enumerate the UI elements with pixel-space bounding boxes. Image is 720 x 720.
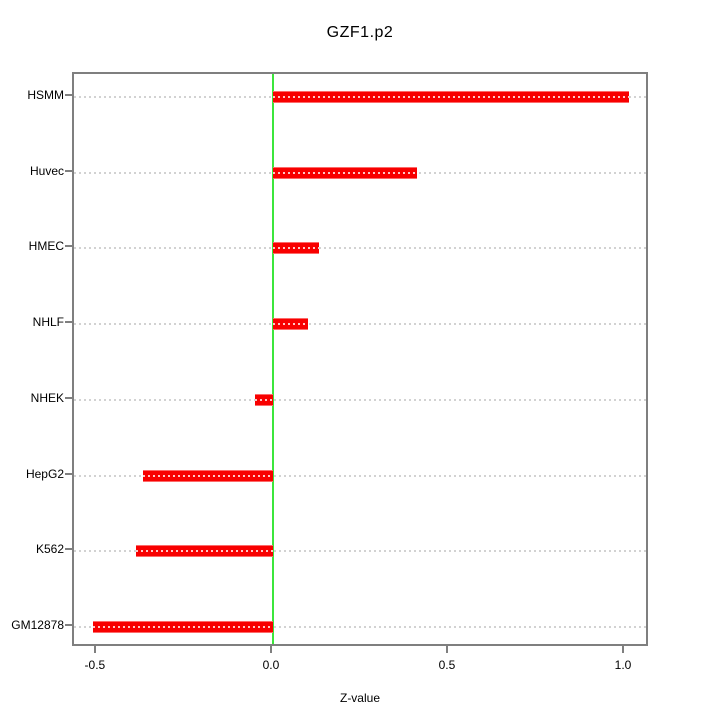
y-axis-label-hepg2: HepG2 — [25, 466, 64, 481]
bar-nhek — [255, 393, 273, 406]
bar-hsmm — [272, 91, 629, 103]
y-axis-label-k562: K562 — [35, 542, 64, 557]
bar-huvec — [272, 166, 418, 179]
gridline — [74, 550, 646, 553]
x-axis-tick — [269, 646, 272, 653]
y-axis-label-nhlf: NHLF — [32, 315, 64, 330]
y-axis-label-gm12878: GM12878 — [11, 618, 64, 632]
gridline — [74, 398, 646, 401]
y-axis-tick — [65, 472, 72, 475]
y-axis-tick — [65, 169, 72, 172]
bar-dot-pattern — [135, 550, 273, 553]
y-axis-label-hmec: HMEC — [28, 239, 64, 254]
x-axis-tick — [445, 646, 448, 653]
gridline — [74, 247, 646, 250]
x-axis-tick — [622, 646, 624, 653]
bar-dot-pattern — [272, 96, 629, 98]
x-axis-tick-label: -0.5 — [84, 658, 106, 672]
y-axis-tick — [65, 624, 72, 626]
y-axis-tick — [65, 321, 72, 324]
x-axis-tick-label: 0.5 — [438, 658, 456, 672]
bar-nhlf — [272, 318, 309, 331]
bar-dot-pattern — [142, 474, 273, 477]
zero-reference-line — [271, 74, 274, 644]
gridline — [74, 474, 646, 477]
x-axis-title: Z-value — [339, 691, 380, 705]
gridline — [74, 626, 646, 628]
bar-k562 — [135, 545, 273, 558]
x-axis-tick — [93, 646, 96, 653]
y-axis-tick — [65, 548, 72, 551]
bar-dot-pattern — [272, 247, 319, 250]
bar-dot-pattern — [272, 323, 309, 326]
bar-dot-pattern — [272, 171, 418, 174]
bar-dot-pattern — [255, 398, 273, 401]
gridline — [74, 323, 646, 326]
y-axis-tick — [65, 245, 72, 248]
plot-area — [72, 72, 648, 646]
bar-hepg2 — [142, 469, 273, 482]
y-axis-tick — [65, 94, 72, 96]
bar-dot-pattern — [93, 626, 273, 628]
y-axis-label-nhek: NHEK — [30, 390, 64, 405]
bar-gm12878 — [93, 621, 273, 633]
chart-title: GZF1.p2 — [326, 24, 394, 41]
y-axis-tick — [65, 396, 72, 399]
x-axis-tick-label: 0.0 — [262, 658, 280, 672]
y-axis-label-huvec: Huvec — [29, 163, 64, 178]
bar-hmec — [272, 242, 319, 255]
x-axis-tick-label: 1.0 — [614, 658, 632, 672]
y-axis-label-hsmm: HSMM — [27, 88, 64, 102]
